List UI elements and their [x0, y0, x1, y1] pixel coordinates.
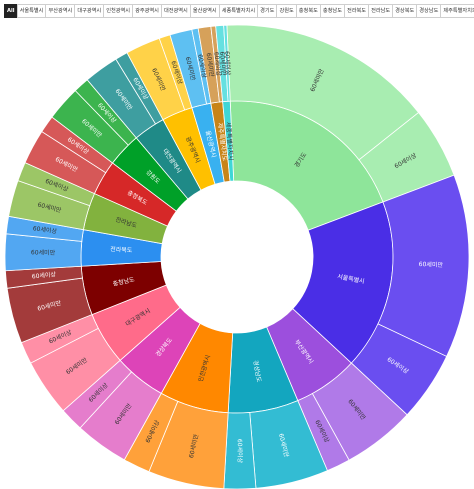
segment-16-1[interactable]: [223, 24, 231, 102]
chart-segments: [4, 24, 470, 489]
tab-14[interactable]: 전라남도: [368, 4, 394, 18]
tab-6[interactable]: 대전광역시: [160, 4, 191, 18]
tab-17[interactable]: 제주특별자치도: [440, 4, 474, 18]
region-filter-tabs: All 서울특별시 부산광역시 대구광역시 인천광역시 광주광역시 대전광역시 울산광역시 세종…: [4, 4, 474, 18]
tab-3[interactable]: 대구광역시: [74, 4, 105, 18]
